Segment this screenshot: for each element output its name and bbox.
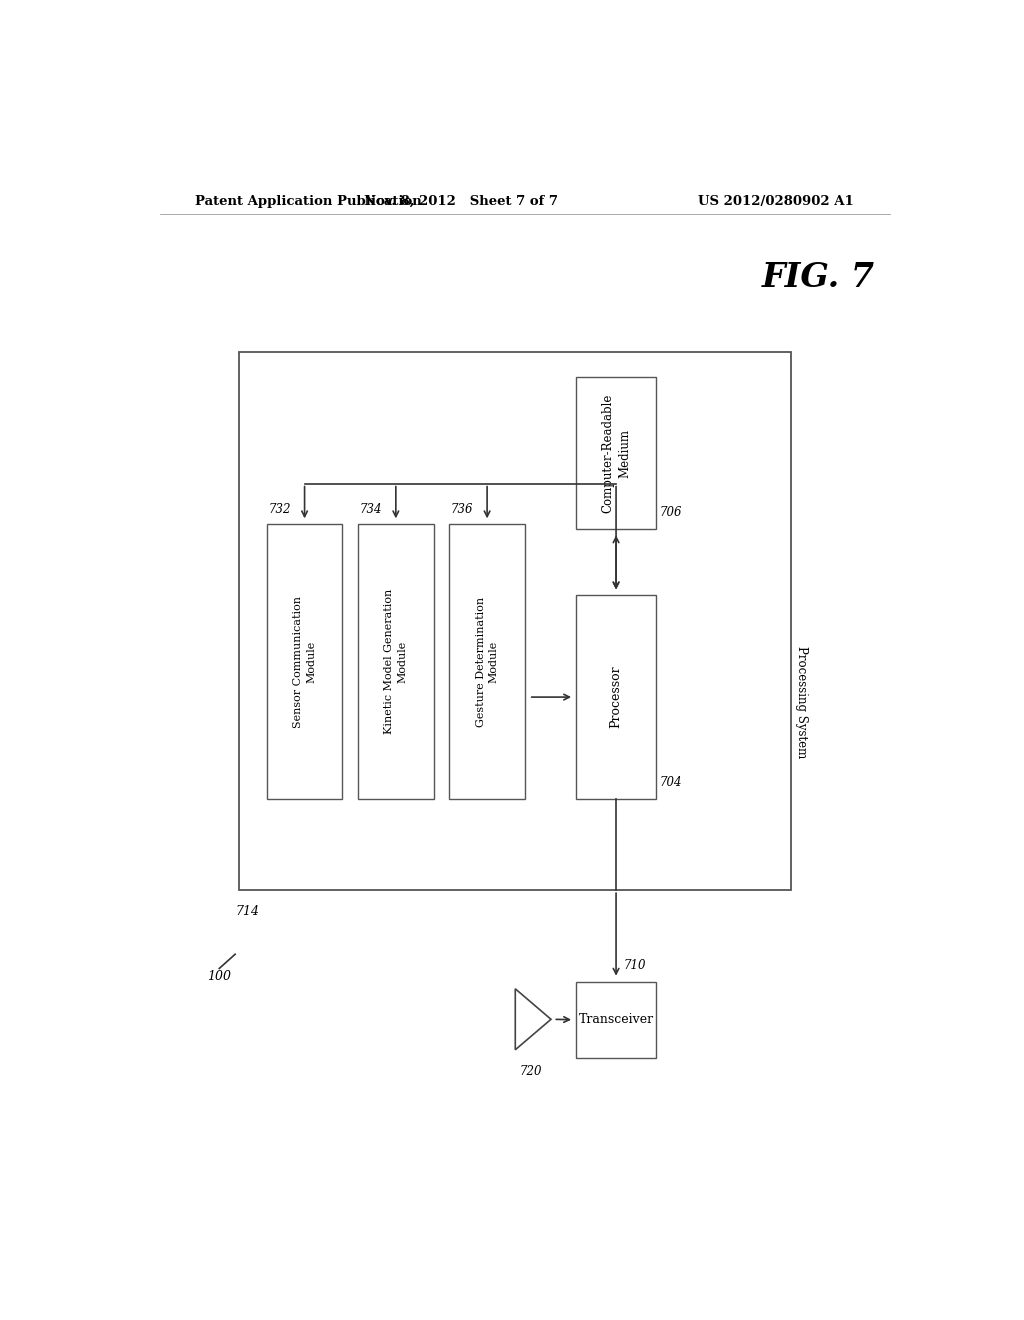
Text: Computer-Readable
Medium: Computer-Readable Medium (601, 393, 631, 513)
Bar (450, 524, 524, 799)
Bar (577, 595, 655, 799)
Text: 704: 704 (659, 776, 682, 788)
Bar (240, 351, 791, 890)
Text: 736: 736 (451, 503, 473, 516)
Text: Transceiver: Transceiver (579, 1014, 653, 1026)
Text: 714: 714 (236, 906, 259, 919)
Text: Gesture Determination
Module: Gesture Determination Module (475, 597, 499, 726)
Text: 100: 100 (207, 970, 231, 983)
Text: 732: 732 (268, 503, 291, 516)
Text: Patent Application Publication: Patent Application Publication (196, 194, 422, 207)
Text: 706: 706 (659, 507, 682, 519)
Text: 734: 734 (359, 503, 382, 516)
Text: US 2012/0280902 A1: US 2012/0280902 A1 (698, 194, 854, 207)
Text: Nov. 8, 2012   Sheet 7 of 7: Nov. 8, 2012 Sheet 7 of 7 (365, 194, 558, 207)
Text: Processing System: Processing System (795, 645, 808, 758)
Text: 710: 710 (624, 958, 646, 972)
Text: Processor: Processor (609, 665, 623, 729)
Bar (577, 982, 655, 1057)
Bar (267, 524, 342, 799)
Text: Kinetic Model Generation
Module: Kinetic Model Generation Module (384, 589, 408, 734)
Text: Sensor Communication
Module: Sensor Communication Module (293, 595, 316, 727)
Bar (358, 524, 433, 799)
Text: 720: 720 (519, 1065, 542, 1078)
Text: FIG. 7: FIG. 7 (762, 261, 874, 294)
Bar (577, 378, 655, 529)
